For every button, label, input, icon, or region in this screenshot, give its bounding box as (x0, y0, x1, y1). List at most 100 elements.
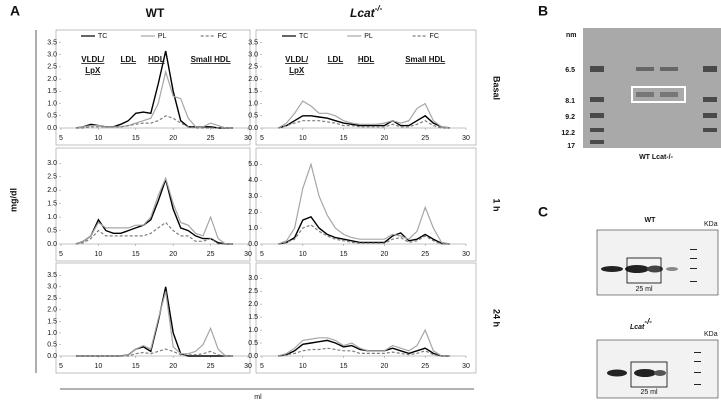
blot-title: Lcat-/- (630, 317, 652, 331)
blot-bands (601, 249, 697, 282)
y-tick-label: 2.0 (248, 301, 258, 308)
y-tick-label: 1.5 (47, 88, 57, 95)
column-title: WT (146, 6, 165, 20)
x-tick-label: 5 (260, 363, 264, 370)
row-label: 1 h (492, 198, 502, 211)
y-tick-label: 0.0 (47, 125, 57, 132)
series-line (76, 348, 233, 357)
y-tick-label: 0.0 (248, 241, 258, 248)
x-tick-label: 25 (207, 363, 215, 370)
blot-bands (607, 352, 701, 385)
panel-frame (55, 29, 251, 146)
y-tick-label: 3.5 (248, 39, 258, 46)
y-tick-label: 3.0 (248, 275, 258, 282)
annotation: LDL (121, 55, 137, 64)
y-tick-label: 2.5 (248, 288, 258, 295)
x-axis-label: ml (254, 394, 262, 401)
x-tick-label: 20 (169, 135, 177, 142)
highlight-box (631, 86, 686, 103)
y-tick-label: 3.0 (248, 52, 258, 59)
y-tick-label: 1.0 (248, 225, 258, 232)
y-tick-label: 1.0 (47, 214, 57, 221)
fraction-label: 25 ml (640, 389, 658, 396)
y-tick-label: 3.0 (248, 193, 258, 200)
y-tick-label: 2.5 (47, 174, 57, 181)
x-tick-label: 5 (59, 363, 63, 370)
y-tick-label: 2.0 (248, 76, 258, 83)
y-tick-label: 2.0 (47, 307, 57, 314)
size-label: 17 (567, 143, 575, 150)
panel-label: B (538, 3, 548, 19)
blot-image (596, 229, 719, 296)
y-tick-label: 3.0 (47, 284, 57, 291)
legend-label: TC (98, 33, 107, 40)
y-tick-label: 0.0 (248, 125, 258, 132)
x-tick-label: 20 (381, 135, 389, 142)
panel-frame (55, 147, 251, 262)
x-tick-label: 15 (340, 135, 348, 142)
y-tick-label: 2.0 (248, 209, 258, 216)
x-tick-label: 15 (132, 363, 140, 370)
blot-title: WT (645, 217, 657, 224)
y-tick-label: 0.5 (47, 113, 57, 120)
y-tick-label: 2.0 (47, 76, 57, 83)
x-tick-label: 10 (95, 135, 103, 142)
annotation: VLDL/ (285, 55, 309, 64)
highlight-box (630, 361, 668, 388)
annotation: LDL (328, 55, 344, 64)
legend-label: PL (158, 33, 167, 40)
fraction-label: 25 ml (635, 286, 653, 293)
x-tick-label: 10 (299, 363, 307, 370)
y-tick-label: 0.0 (47, 241, 57, 248)
x-tick-label: 20 (169, 251, 177, 258)
x-tick-label: 25 (207, 251, 215, 258)
x-tick-label: 25 (207, 135, 215, 142)
x-tick-label: 5 (59, 135, 63, 142)
size-label: 6.5 (565, 67, 575, 74)
annotation: VLDL/ (81, 55, 105, 64)
gel-unit: nm (566, 32, 577, 39)
y-tick-label: 3.5 (47, 272, 57, 279)
x-tick-label: 25 (421, 251, 429, 258)
x-tick-label: 5 (59, 251, 63, 258)
x-tick-label: 15 (340, 251, 348, 258)
panel-frame (255, 147, 477, 262)
y-tick-label: 3.0 (47, 52, 57, 59)
x-tick-label: 30 (462, 251, 470, 258)
y-tick-label: 1.0 (248, 327, 258, 334)
series-line (278, 162, 450, 245)
y-tick-label: 0.5 (248, 113, 258, 120)
x-tick-label: 30 (244, 135, 252, 142)
y-tick-label: 3.5 (47, 39, 57, 46)
x-tick-label: 30 (244, 363, 252, 370)
size-label: 12.2 (561, 130, 575, 137)
series-line (278, 224, 450, 245)
y-tick-label: 5.0 (248, 161, 258, 168)
x-tick-label: 15 (132, 135, 140, 142)
x-tick-label: 15 (340, 363, 348, 370)
x-tick-label: 25 (421, 135, 429, 142)
annotation: Small HDL (405, 55, 445, 64)
blot-image (596, 339, 719, 399)
y-tick-label: 1.5 (47, 318, 57, 325)
x-tick-label: 25 (421, 363, 429, 370)
series-line (277, 100, 450, 129)
x-tick-label: 30 (462, 135, 470, 142)
y-tick-label: 0.0 (248, 353, 258, 360)
row-label: 24 h (492, 309, 502, 327)
highlight-box (626, 257, 662, 284)
legend-label: FC (430, 33, 439, 40)
series-line (278, 114, 450, 129)
y-tick-label: 2.5 (47, 295, 57, 302)
title-text: Lcat (350, 6, 376, 20)
series-line (278, 216, 450, 245)
x-tick-label: 5 (260, 135, 264, 142)
x-tick-label: 20 (169, 363, 177, 370)
series-line (75, 177, 233, 245)
title-sup: -/- (644, 317, 652, 326)
y-tick-label: 0.5 (248, 340, 258, 347)
x-tick-label: 5 (260, 251, 264, 258)
series-line (76, 291, 233, 357)
y-tick-label: 1.5 (47, 201, 57, 208)
